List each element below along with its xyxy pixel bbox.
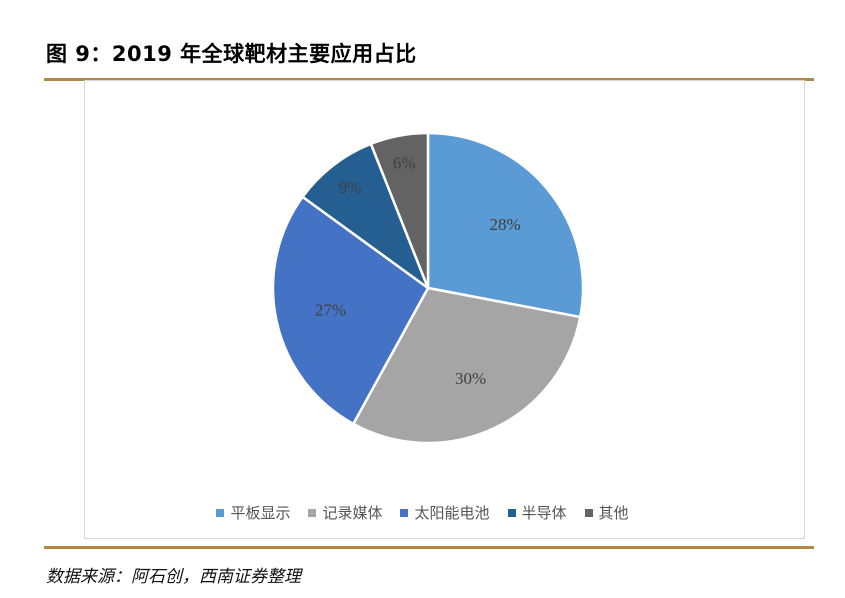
chart-legend: 平板显示 记录媒体 太阳能电池 半导体 其他 <box>0 502 845 523</box>
pie-slice-2 <box>352 286 582 445</box>
pie-slice-5 <box>369 131 430 290</box>
slice-label-5: 6% <box>393 154 416 173</box>
source-divider <box>44 546 814 549</box>
legend-item-2: 记录媒体 <box>308 502 382 523</box>
legend-item-4: 半导体 <box>507 502 567 523</box>
legend-label-1: 平板显示 <box>230 504 291 522</box>
legend-label-5: 其他 <box>598 504 629 522</box>
figure-title: 图 9：2019 年全球靶材主要应用占比 <box>46 42 417 66</box>
legend-swatch-3 <box>400 508 409 517</box>
legend-label-3: 太阳能电池 <box>414 504 490 522</box>
title-divider <box>44 78 814 81</box>
slice-label-2: 30% <box>455 369 486 388</box>
slice-label-4: 9% <box>339 178 362 197</box>
legend-label-2: 记录媒体 <box>322 504 383 522</box>
pie-slice-4 <box>301 142 430 290</box>
legend-swatch-1 <box>216 508 225 517</box>
legend-label-4: 半导体 <box>521 504 567 522</box>
source-note: 数据来源：阿石创，西南证券整理 <box>46 567 301 587</box>
legend-swatch-4 <box>507 508 516 517</box>
legend-item-1: 平板显示 <box>216 502 290 523</box>
pie-slice-3 <box>271 195 430 426</box>
slice-label-1: 28% <box>489 215 520 234</box>
pie-slice-1 <box>426 131 585 319</box>
legend-swatch-2 <box>308 508 317 517</box>
legend-item-3: 太阳能电池 <box>400 502 490 523</box>
slice-label-3: 27% <box>315 300 346 319</box>
legend-swatch-5 <box>584 508 593 517</box>
legend-item-5: 其他 <box>584 502 629 523</box>
